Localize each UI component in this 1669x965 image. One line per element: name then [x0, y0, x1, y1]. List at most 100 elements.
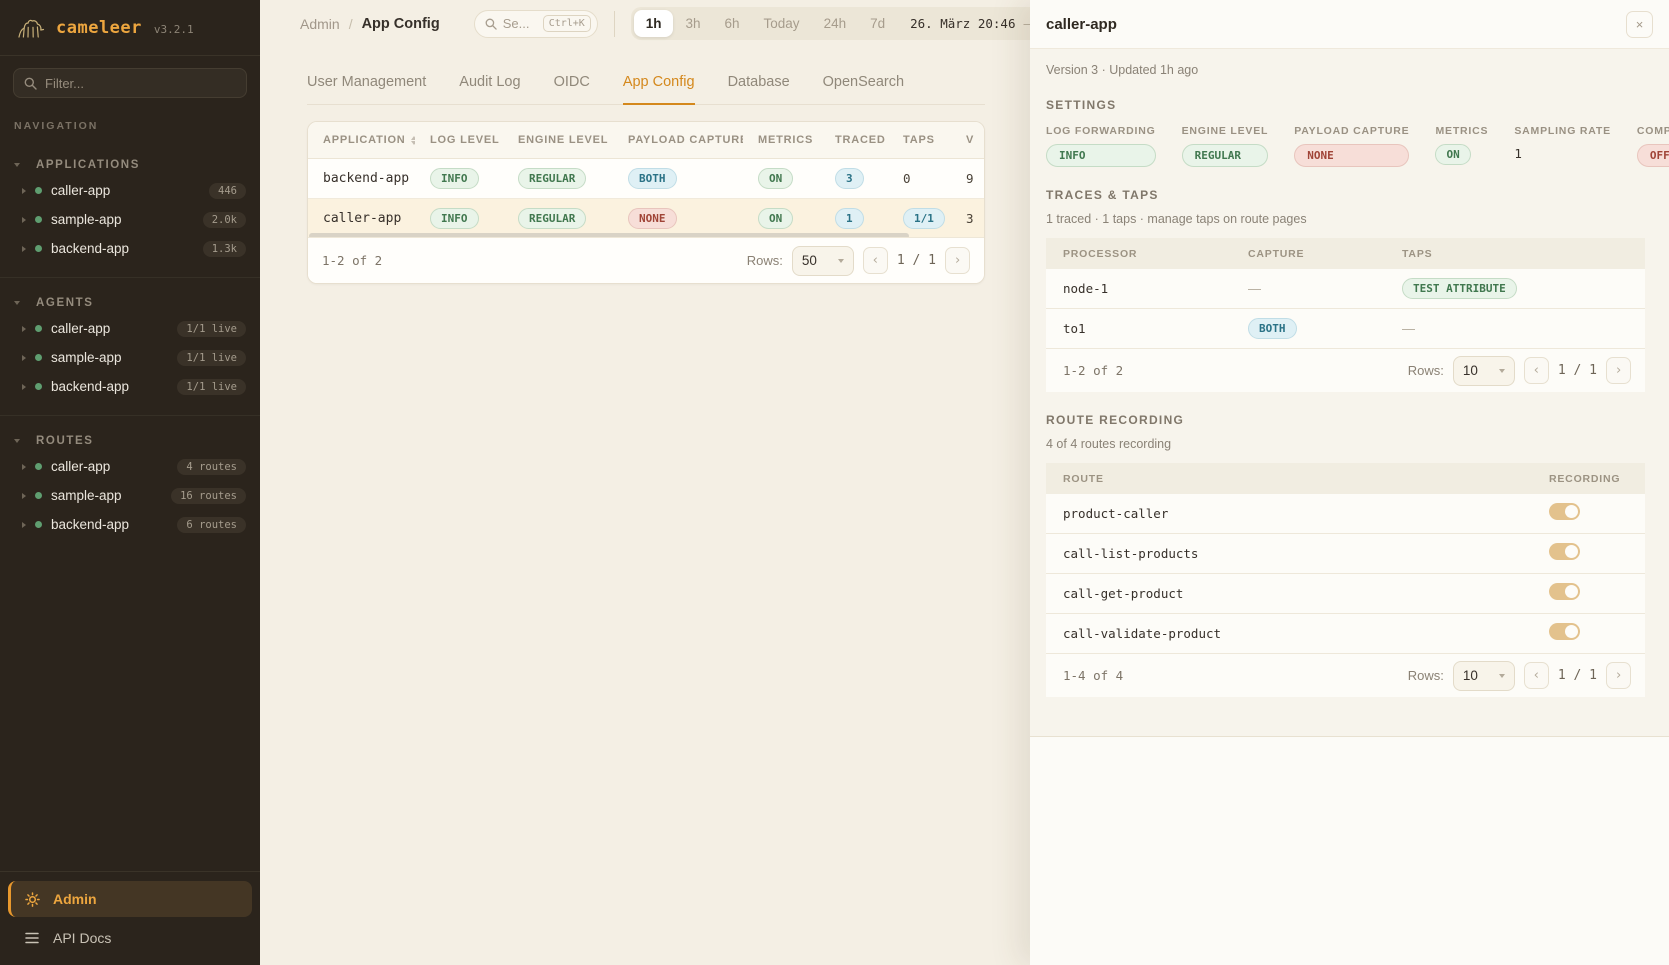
time-range-today[interactable]: Today: [763, 16, 800, 31]
panel-title: caller-app: [1046, 15, 1117, 33]
sidebar-item-route-caller-app[interactable]: caller-app 4 routes: [0, 452, 260, 481]
next-page-button[interactable]: ›: [945, 247, 970, 274]
breadcrumb-parent[interactable]: Admin: [300, 15, 340, 32]
traced-badge: 3: [835, 168, 864, 189]
table-row-caller-app[interactable]: caller-app INFO REGULAR NONE ON 1 1/1 3: [308, 199, 984, 239]
rows-per-page-select[interactable]: 50: [791, 245, 854, 276]
recording-toggle[interactable]: [1549, 622, 1580, 640]
search-shortcut-badge: Ctrl+K: [542, 15, 591, 32]
tab-opensearch[interactable]: OpenSearch: [822, 74, 905, 90]
column-header-taps: TAPS: [1402, 247, 1433, 260]
trace-row-to1[interactable]: to1 BOTH —: [1046, 309, 1645, 349]
v-value: 9: [966, 171, 974, 186]
horizontal-scrollbar[interactable]: [309, 233, 909, 239]
time-range-3h[interactable]: 3h: [685, 16, 701, 31]
column-header-application[interactable]: APPLICATION: [308, 134, 415, 146]
sidebar-section-agents: AGENTS caller-app 1/1 live sample-app 1/…: [0, 277, 260, 401]
rows-per-page-select[interactable]: 10: [1452, 660, 1515, 691]
column-header-traced: TRACED: [835, 134, 886, 146]
section-title: AGENTS: [36, 297, 94, 309]
setting-value: OFF: [1636, 144, 1669, 167]
sidebar-item-admin[interactable]: Admin: [8, 881, 252, 917]
sidebar-item-agent-backend-app[interactable]: backend-app 1/1 live: [0, 372, 260, 401]
expand-chevron-icon[interactable]: [22, 492, 26, 499]
sidebar-item-api-docs[interactable]: API Docs: [8, 921, 252, 955]
tab-database[interactable]: Database: [727, 74, 790, 90]
expand-chevron-icon[interactable]: [22, 521, 26, 528]
metrics-badge: ON: [758, 208, 794, 229]
traced-badge: 1: [835, 208, 864, 229]
setting-value: NONE: [1294, 144, 1410, 167]
routes-pagination: 1-4 of 4 Rows: 10 ‹ 1 / 1 ›: [1046, 654, 1645, 697]
time-range-24h[interactable]: 24h: [823, 16, 847, 31]
global-search[interactable]: Ctrl+K: [473, 9, 598, 38]
tab-audit-log[interactable]: Audit Log: [459, 74, 521, 90]
sidebar-section-applications: APPLICATIONS caller-app 446 sample-app 2…: [0, 144, 260, 263]
engine-level-badge: REGULAR: [518, 168, 587, 189]
expand-chevron-icon[interactable]: [22, 463, 26, 470]
trace-row-node-1[interactable]: node-1 — TEST ATTRIBUTE: [1046, 269, 1645, 309]
time-range-1h[interactable]: 1h: [633, 10, 674, 37]
app-config-table-card: APPLICATION LOG LEVEL ENGINE LEVEL PAYLO…: [307, 121, 985, 284]
processor-name: node-1: [1063, 281, 1109, 296]
taps-cell: TEST ATTRIBUTE: [1385, 278, 1645, 299]
section-header-agents[interactable]: AGENTS: [0, 292, 260, 314]
expand-chevron-icon[interactable]: [22, 187, 26, 194]
route-name: call-list-products: [1063, 546, 1199, 561]
sidebar-item-application-backend-app[interactable]: backend-app 1.3k: [0, 234, 260, 263]
recording-cell: [1549, 582, 1645, 605]
filter-input[interactable]: [45, 75, 236, 91]
setting-label: METRICS: [1435, 125, 1489, 137]
tab-user-management[interactable]: User Management: [307, 74, 427, 90]
routes-badge: 6 routes: [177, 516, 246, 533]
expand-chevron-icon[interactable]: [22, 216, 26, 223]
close-icon[interactable]: ×: [1626, 10, 1653, 38]
recording-toggle[interactable]: [1549, 582, 1580, 600]
expand-chevron-icon[interactable]: [22, 354, 26, 361]
sidebar-item-application-sample-app[interactable]: sample-app 2.0k: [0, 205, 260, 234]
sidebar-item-agent-caller-app[interactable]: caller-app 1/1 live: [0, 314, 260, 343]
sidebar-item-route-sample-app[interactable]: sample-app 16 routes: [0, 481, 260, 510]
time-range-7d[interactable]: 7d: [870, 16, 886, 31]
application-name: backend-app: [323, 171, 410, 186]
page-indicator: 1 / 1: [1557, 668, 1597, 683]
section-title: ROUTES: [36, 435, 94, 447]
expand-chevron-icon[interactable]: [22, 325, 26, 332]
route-name: call-get-product: [1063, 586, 1184, 601]
next-page-button[interactable]: ›: [1606, 357, 1631, 384]
recording-toggle[interactable]: [1549, 542, 1580, 560]
setting-label: ENGINE LEVEL: [1181, 125, 1269, 137]
capture-cell: BOTH: [1231, 318, 1385, 339]
setting-label: PAYLOAD CAPTURE: [1294, 125, 1410, 137]
log-forwarding-badge: INFO: [1046, 144, 1156, 167]
next-page-button[interactable]: ›: [1606, 662, 1631, 689]
prev-page-button[interactable]: ‹: [862, 247, 888, 274]
expand-chevron-icon[interactable]: [22, 245, 26, 252]
collapse-caret-icon[interactable]: [14, 439, 20, 443]
traced-cell: 1: [820, 208, 888, 229]
engine-level-cell: REGULAR: [503, 168, 613, 189]
search-input[interactable]: [502, 16, 537, 31]
time-from: 26. März 20:46: [910, 16, 1016, 31]
tab-app-config[interactable]: App Config: [622, 74, 695, 105]
sidebar-item-agent-sample-app[interactable]: sample-app 1/1 live: [0, 343, 260, 372]
rows-per-page-select[interactable]: 10: [1452, 355, 1515, 386]
log-level-cell: INFO: [415, 208, 503, 229]
recording-toggle[interactable]: [1549, 502, 1580, 520]
tab-oidc[interactable]: OIDC: [553, 74, 590, 90]
expand-chevron-icon[interactable]: [22, 383, 26, 390]
collapse-caret-icon[interactable]: [14, 301, 20, 305]
section-header-applications[interactable]: APPLICATIONS: [0, 154, 260, 176]
prev-page-button[interactable]: ‹: [1523, 662, 1549, 689]
time-range-6h[interactable]: 6h: [724, 16, 740, 31]
collapse-caret-icon[interactable]: [14, 163, 20, 167]
section-header-routes[interactable]: ROUTES: [0, 430, 260, 452]
table-row-backend-app[interactable]: backend-app INFO REGULAR BOTH ON 3 0 9: [308, 159, 984, 199]
sidebar-section-routes: ROUTES caller-app 4 routes sample-app 16…: [0, 415, 260, 539]
sidebar-filter[interactable]: [13, 68, 247, 98]
sidebar-item-route-backend-app[interactable]: backend-app 6 routes: [0, 510, 260, 539]
setting-value: REGULAR: [1181, 144, 1269, 167]
live-badge: 1/1 live: [177, 349, 246, 366]
prev-page-button[interactable]: ‹: [1523, 357, 1549, 384]
sidebar-item-application-caller-app[interactable]: caller-app 446: [0, 176, 260, 205]
